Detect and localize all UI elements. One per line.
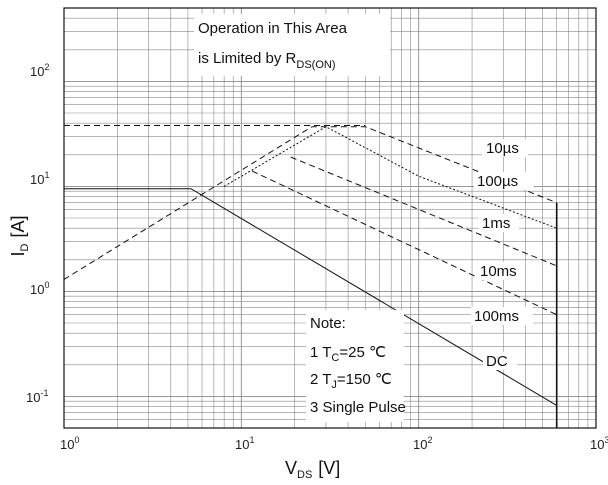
x-tick-label: 101: [235, 435, 254, 452]
y-tick-label: 102: [30, 62, 49, 79]
label-bg-100us: [474, 172, 534, 190]
y-tick-label: 10-1: [26, 388, 48, 405]
region-note-line1: Operation in This Area: [198, 20, 348, 37]
series-line-100-s: [223, 126, 557, 229]
series-label-10ms: 10ms: [480, 263, 517, 280]
conditions-box: [306, 310, 404, 422]
y-axis-title: ID[A]: [8, 216, 31, 257]
x-tick-label: 103: [590, 435, 608, 452]
label-bg-10us: [482, 139, 528, 157]
x-axis-title: VDS [V]: [285, 458, 340, 481]
x-tick-label: 102: [413, 435, 432, 452]
series-line-10ms: [251, 170, 557, 316]
series-label-1ms: 1ms: [482, 215, 510, 232]
series-label-100ms: 100ms: [474, 308, 519, 325]
condition-pulse: 3 Single Pulse: [310, 399, 406, 416]
series-label-10us: 10µs: [486, 140, 519, 157]
y-tick-label: 101: [30, 170, 49, 187]
label-bg-1ms: [479, 214, 519, 232]
series-line-dc: [64, 188, 557, 406]
series-label-dc: DC: [486, 353, 508, 370]
label-bg-dc: [483, 352, 517, 370]
series-label-100us: 100µs: [477, 173, 518, 190]
x-tick-label: 100: [60, 435, 79, 452]
soa-curves: [63, 125, 558, 428]
plot-frame: [63, 7, 597, 429]
series-line-1ms: [290, 156, 557, 267]
conditions-title: Note:: [310, 315, 346, 332]
label-bg-10ms: [477, 262, 525, 280]
y-tick-label: 100: [30, 280, 49, 297]
series-line-10-s: [63, 126, 557, 280]
condition-tc: 1 TC=25 ℃: [310, 344, 386, 364]
label-bg-100ms: [471, 307, 533, 325]
region-note-line2: is Limited by RDS(ON): [198, 50, 335, 71]
condition-tj: 2 TJ=150 ℃: [310, 371, 392, 391]
region-note-box: [194, 14, 390, 76]
